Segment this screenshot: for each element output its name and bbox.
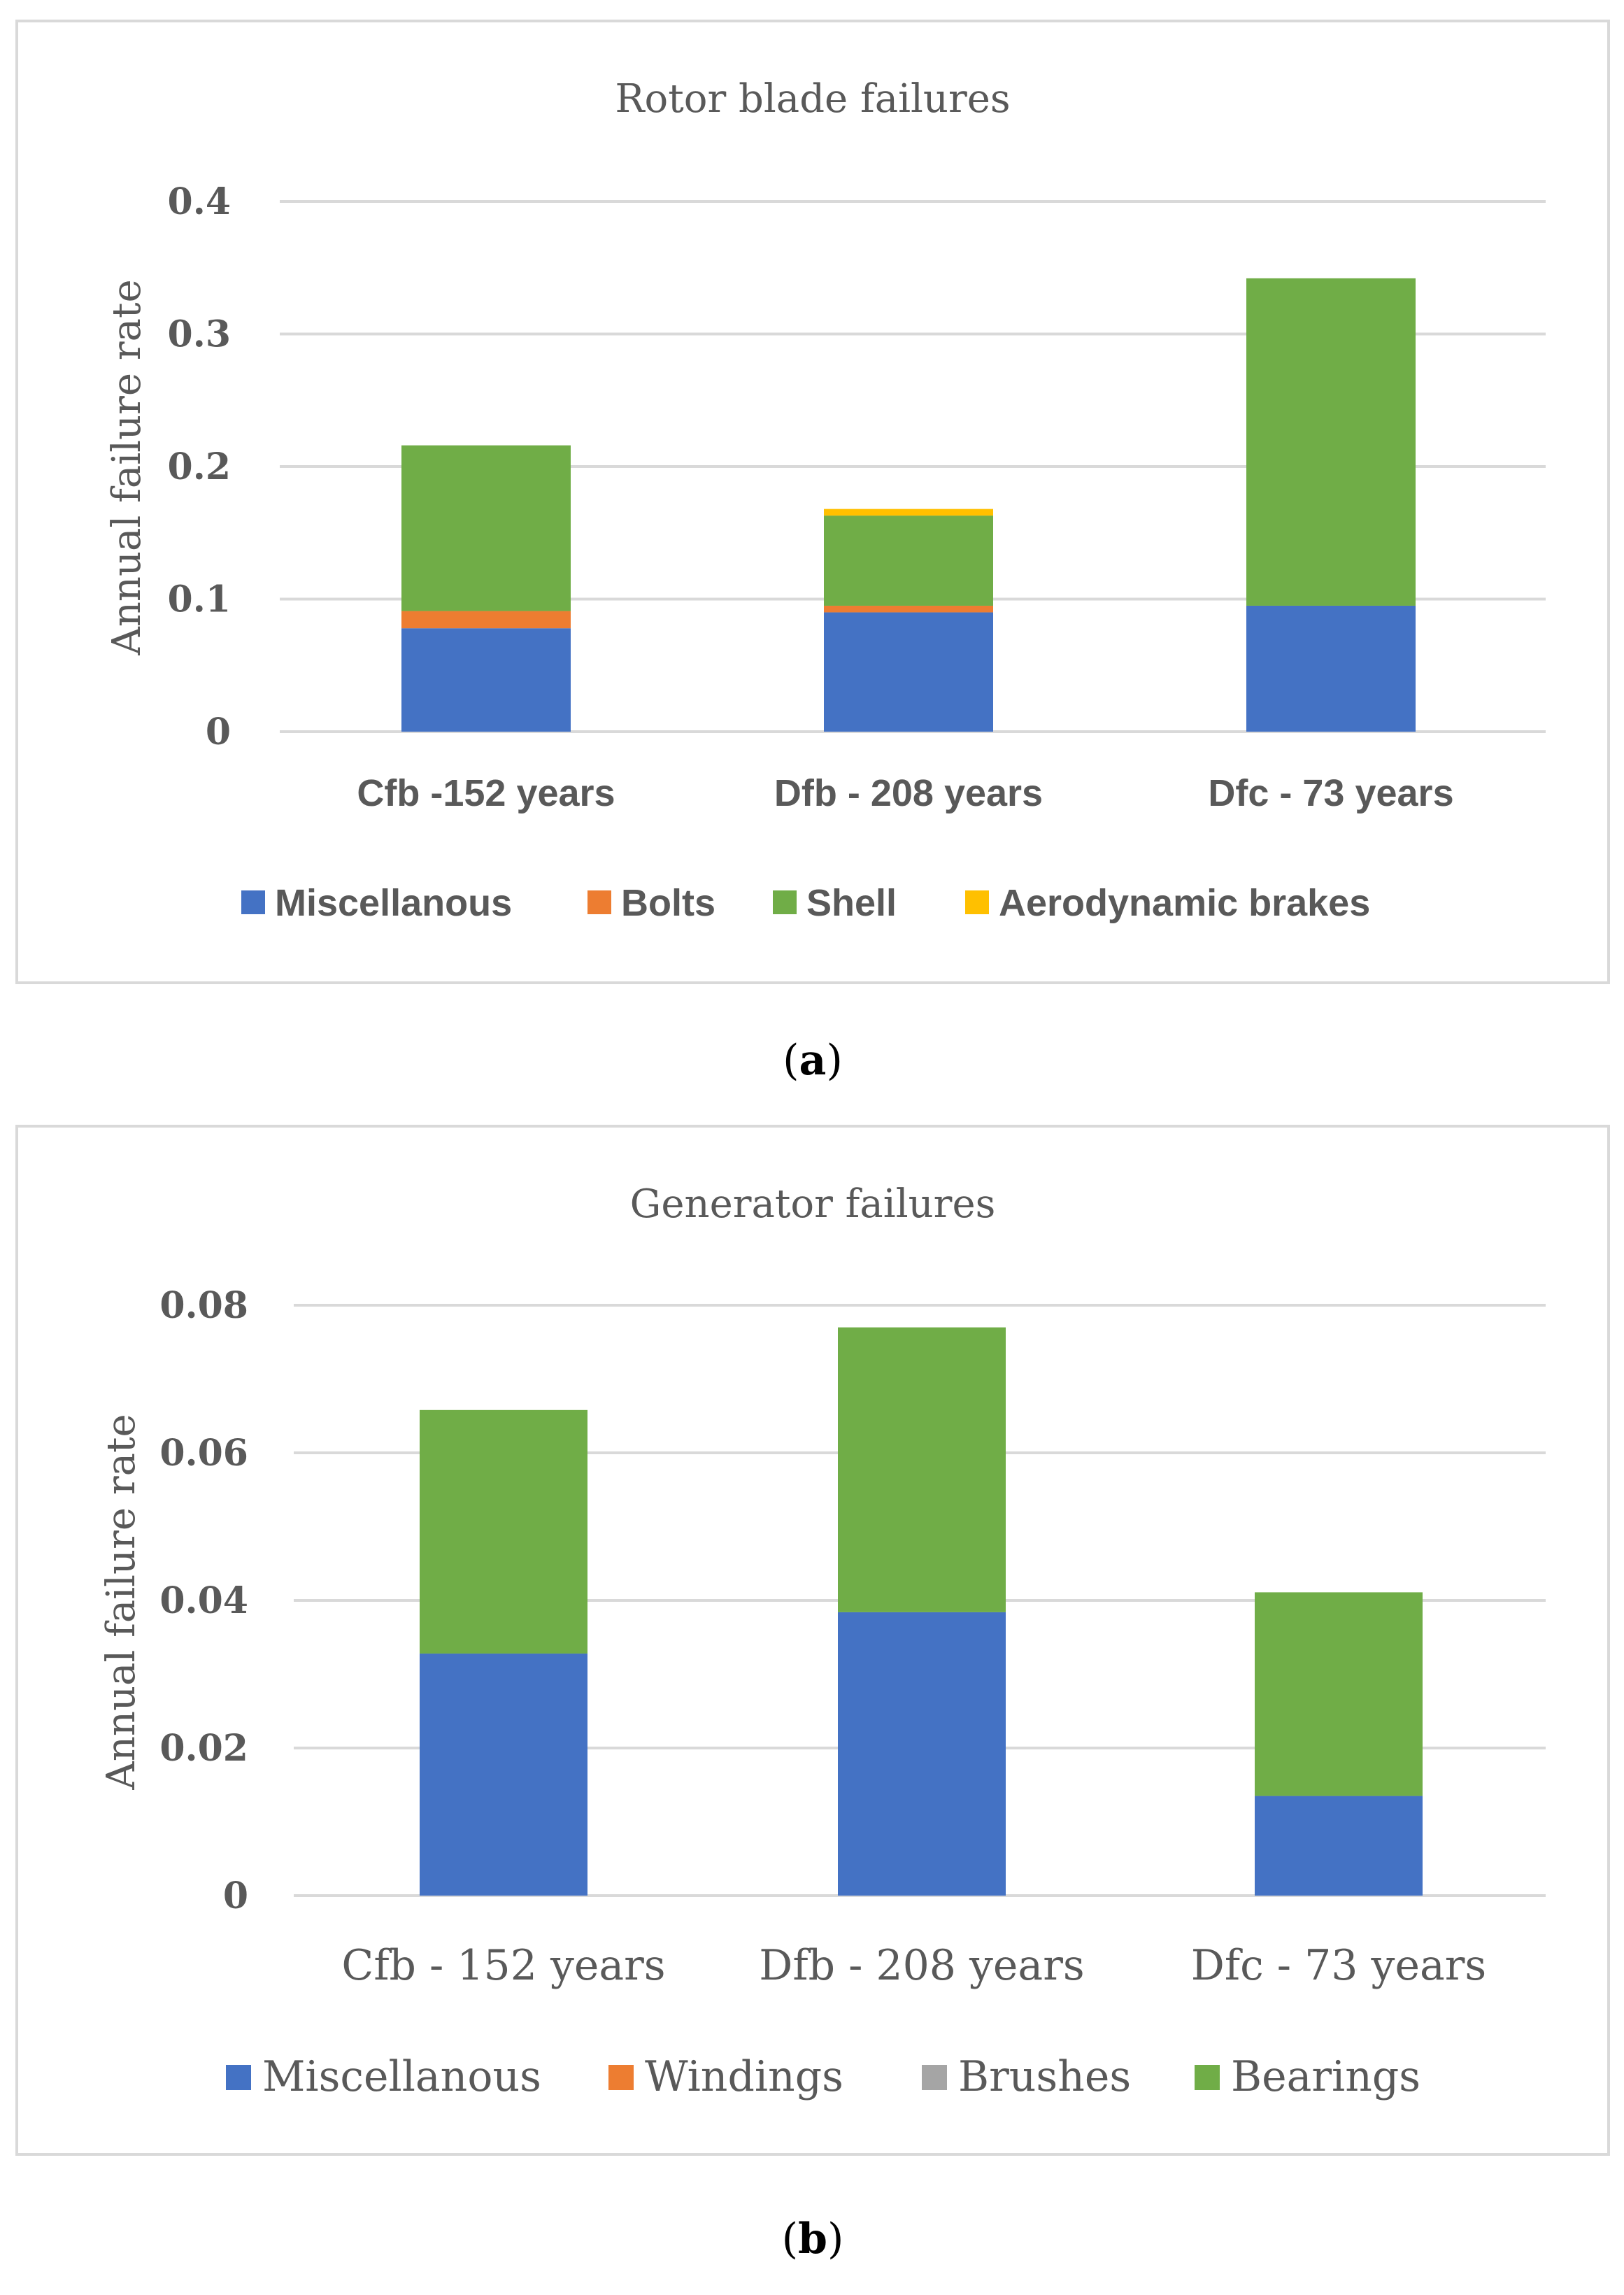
bar-segment-shell: [1246, 278, 1416, 606]
bar-segment-shell: [401, 445, 571, 611]
y-tick-label: 0.3: [168, 313, 231, 356]
caption-a: (a): [783, 1036, 843, 1085]
chart-a-legend: Miscellanous Bolts Shell Aerodynamic brakes: [241, 882, 1370, 924]
legend-label: Aerodynamic brakes: [999, 882, 1370, 924]
legend-swatch: [965, 890, 989, 914]
y-tick-label: 0.04: [159, 1579, 248, 1622]
legend-swatch: [241, 890, 265, 914]
bar-segment-miscellanous: [401, 628, 571, 732]
bar-segment-miscellanous: [838, 1612, 1006, 1896]
y-tick-label: 0.4: [168, 180, 231, 223]
y-tick-label: 0.2: [168, 446, 231, 488]
legend-swatch: [587, 890, 611, 914]
legend-swatch: [226, 2065, 251, 2090]
chart-a-category-labels: Cfb -152 years Dfb - 208 years Dfc - 73 ye…: [357, 772, 1453, 814]
y-tick-label: 0.02: [159, 1727, 248, 1770]
legend-swatch: [773, 890, 797, 914]
category-label: Cfb - 152 years: [341, 1941, 665, 1990]
legend-swatch: [922, 2065, 947, 2090]
bar-segment-miscellanous: [1255, 1796, 1423, 1896]
legend-label: Brushes: [958, 2052, 1131, 2101]
y-tick-label: 0.1: [168, 578, 231, 621]
legend-label: Shell: [806, 882, 897, 924]
bar-segment-aerodynamic-brakes: [824, 509, 993, 516]
legend-swatch: [608, 2065, 634, 2090]
caption-b: (b): [782, 2215, 844, 2264]
category-label: Dfb - 208 years: [759, 1941, 1084, 1990]
y-tick-label: 0.06: [159, 1432, 248, 1475]
legend-label: Bolts: [621, 882, 715, 924]
bar-segment-miscellanous: [824, 612, 993, 732]
bar-segment-miscellanous: [420, 1653, 587, 1896]
chart-b-y-ticks: 0 0.02 0.04 0.06 0.08: [159, 1284, 248, 1917]
bar-segment-bearings: [1255, 1592, 1423, 1796]
y-tick-label: 0: [206, 711, 231, 753]
chart-a-title: Rotor blade failures: [615, 76, 1010, 122]
chart-b-title: Generator failures: [630, 1181, 996, 1227]
y-tick-label: 0: [223, 1875, 248, 1917]
legend-label: Bearings: [1231, 2052, 1420, 2101]
chart-a-bars: [401, 278, 1416, 732]
chart-a-ylabel: Annual failure rate: [104, 279, 150, 655]
category-label: Dfc - 73 years: [1191, 1941, 1486, 1990]
legend-label: Windings: [645, 2052, 843, 2101]
chart-b-legend: Miscellanous Windings Brushes Bearings: [226, 2052, 1420, 2101]
bar-segment-bolts: [824, 605, 993, 613]
bar-segment-miscellanous: [1246, 605, 1416, 732]
bar-segment-shell: [824, 516, 993, 606]
bar-segment-bolts: [401, 611, 571, 629]
legend-swatch: [1195, 2065, 1220, 2090]
legend-label: Miscellanous: [262, 2052, 541, 2101]
category-label: Dfc - 73 years: [1208, 772, 1453, 814]
chart-b-bars: [420, 1327, 1423, 1896]
chart-b-ylabel: Annual failure rate: [99, 1414, 144, 1790]
bar-segment-bearings: [838, 1327, 1006, 1612]
category-label: Cfb -152 years: [357, 772, 615, 814]
bar-segment-bearings: [420, 1409, 587, 1654]
y-tick-label: 0.08: [159, 1284, 248, 1327]
legend-label: Miscellanous: [275, 882, 512, 924]
chart-a-y-ticks: 0 0.1 0.2 0.3 0.4: [168, 180, 231, 753]
chart-b-category-labels: Cfb - 152 years Dfb - 208 years Dfc - 73 y…: [341, 1941, 1486, 1990]
category-label: Dfb - 208 years: [774, 772, 1043, 814]
